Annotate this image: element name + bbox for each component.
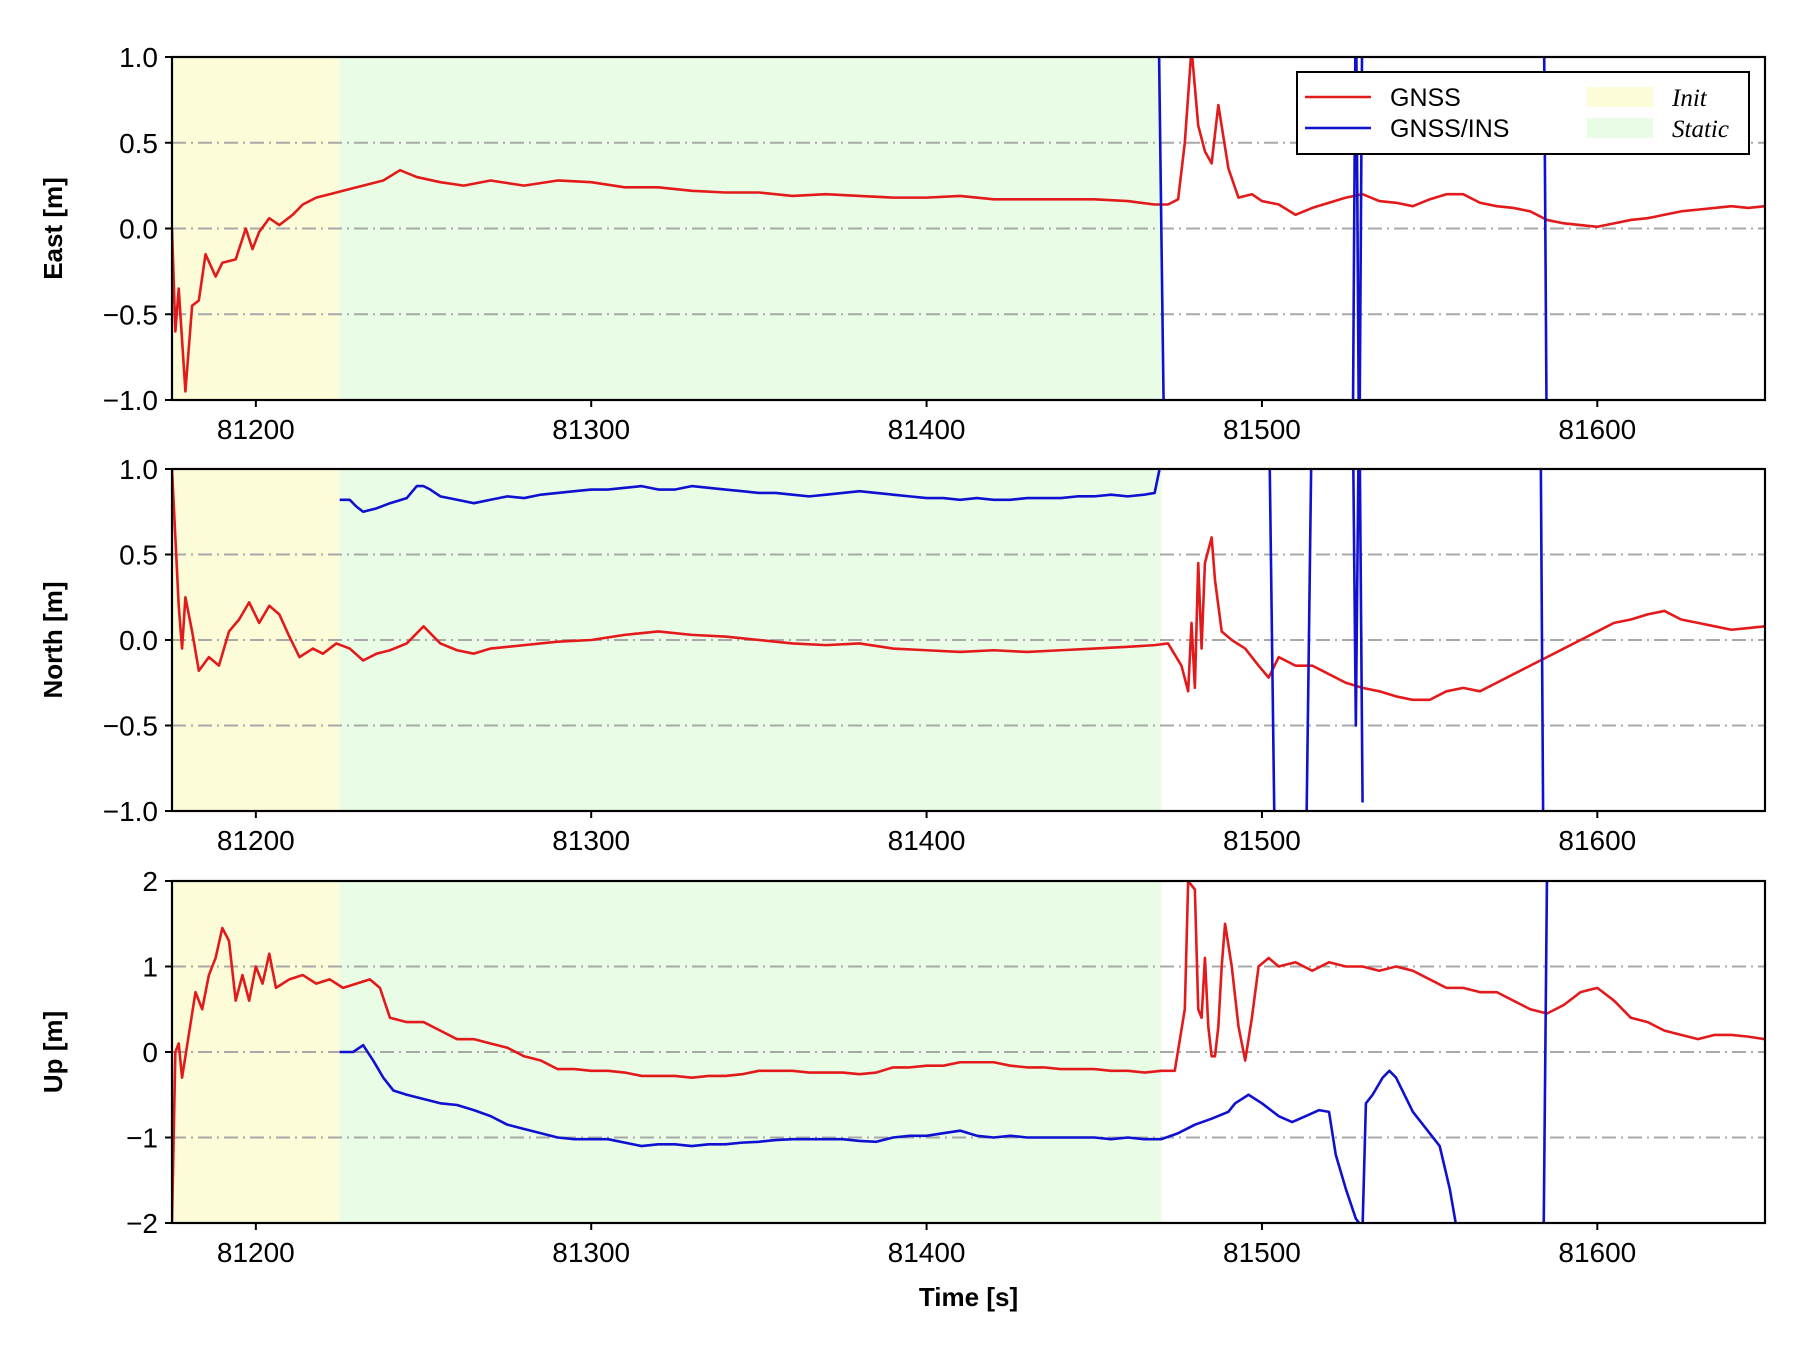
panels: −1.0 −0.5 0.0 0.5 1.0 81200 81300 81400 81500 816…: [38, 42, 1767, 1312]
series-gnss-ins: [1157, 57, 1548, 400]
legend-item-init: Init: [1587, 85, 1708, 112]
y-tick-label: 0.0: [119, 214, 158, 245]
y-tick-label: −0.5: [103, 299, 158, 330]
legend-item-gnss-ins: GNSS/INS: [1305, 115, 1509, 143]
x-tick-label: 81200: [217, 825, 295, 856]
x-tick-label: 81500: [1223, 414, 1301, 445]
x-tick-label: 81400: [888, 414, 966, 445]
x-tick-label: 81600: [1558, 1237, 1636, 1268]
x-axis-label: Time [s]: [919, 1282, 1018, 1312]
y-tick-label: 0.5: [119, 540, 158, 571]
series-gnss-ins: [339, 469, 1545, 811]
x-tick-label: 81500: [1223, 825, 1301, 856]
x-tick-label: 81200: [217, 1237, 295, 1268]
x-tick-label: 81600: [1558, 414, 1636, 445]
x-tick-label: 81200: [217, 414, 295, 445]
y-axis-label: Up [m]: [38, 1011, 68, 1093]
y-tick-label: 0.5: [119, 128, 158, 159]
legend-patch-swatch: [1587, 87, 1653, 107]
y-tick-label: 0: [142, 1037, 158, 1068]
series-group: [172, 881, 1765, 1223]
panel-2: −1.0 −0.5 0.0 0.5 1.0 81200 81300 81400 81500 816…: [38, 454, 1767, 856]
legend-patch-swatch: [1587, 118, 1653, 138]
series-gnss: [172, 469, 1765, 702]
series-group: [172, 57, 1765, 400]
y-tick-label: 0.0: [119, 625, 158, 656]
legend: GNSS GNSS/INS Init Static: [1296, 71, 1750, 155]
panel-3: −2 −1 0 1 2 81200 81300 81400 81500 81600 Up [m] Ti…: [38, 866, 1767, 1312]
legend-label: Init: [1671, 85, 1708, 112]
y-tick-label: −2: [126, 1208, 158, 1239]
y-axis-label: East [m]: [38, 177, 68, 280]
x-tick-label: 81600: [1558, 825, 1636, 856]
y-tick-label: 1.0: [119, 42, 158, 73]
legend-item-gnss: GNSS: [1305, 84, 1461, 112]
legend-label: Static: [1672, 116, 1729, 143]
legend-item-static: Static: [1587, 116, 1729, 143]
y-tick-label: 2: [142, 866, 158, 897]
y-tick-label: 1: [142, 952, 158, 983]
x-tick-label: 81300: [552, 825, 630, 856]
series-group: [172, 469, 1765, 811]
series-gnss: [172, 57, 1765, 393]
x-tick-label: 81500: [1223, 1237, 1301, 1268]
legend-label: GNSS/INS: [1390, 115, 1509, 143]
y-tick-label: −1: [126, 1123, 158, 1154]
x-tick-label: 81400: [888, 1237, 966, 1268]
y-tick-label: −1.0: [103, 796, 158, 827]
x-tick-label: 81400: [888, 825, 966, 856]
x-tick-label: 81300: [552, 1237, 630, 1268]
y-tick-label: 1.0: [119, 454, 158, 485]
y-tick-label: −0.5: [103, 711, 158, 742]
legend-label: GNSS: [1390, 84, 1461, 112]
panel-1: −1.0 −0.5 0.0 0.5 1.0 81200 81300 81400 81500 816…: [38, 42, 1767, 445]
legend-box: [1296, 71, 1750, 155]
series-gnss: [172, 881, 1765, 1223]
x-tick-label: 81300: [552, 414, 630, 445]
series-gnss-ins: [339, 881, 1549, 1223]
y-axis-label: North [m]: [38, 582, 68, 699]
y-tick-label: −1.0: [103, 385, 158, 416]
